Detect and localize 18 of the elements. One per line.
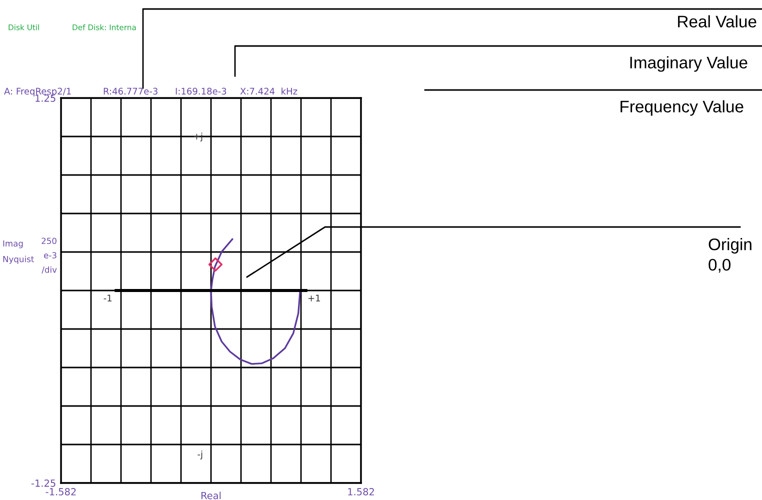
annotation: -1 <box>104 294 112 302</box>
text: A: FreqResp2/1 <box>4 88 71 96</box>
text: Frequency Value <box>620 100 744 116</box>
text: X:7.424 kHz <box>240 88 298 94</box>
annotation: -j <box>198 450 202 460</box>
x-axis-title: Real <box>201 492 221 500</box>
text: Imaginary Value <box>630 56 748 72</box>
annotation: +1 <box>308 294 320 302</box>
y-tick-label: -1.25 <box>31 479 56 487</box>
x-tick-label: 1.582 <box>348 488 374 496</box>
text: Origin 0,0 <box>708 238 752 273</box>
text: Real Value <box>678 15 756 28</box>
x-tick-label: -1.582 <box>46 488 76 496</box>
y-axis-title: Imag Nyquist <box>3 240 34 264</box>
text: I:169.18e-3 <box>176 88 226 95</box>
y-tick-label: 1.25 <box>36 94 56 102</box>
text: R:46.777e-3 <box>104 88 158 95</box>
text: 250 e-3 /div <box>42 238 57 274</box>
